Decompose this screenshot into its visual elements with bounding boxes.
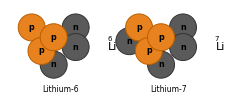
Text: Li: Li [216, 42, 225, 52]
Circle shape [148, 51, 174, 78]
Circle shape [18, 14, 45, 41]
Text: n: n [158, 60, 164, 69]
Text: Li: Li [108, 42, 118, 52]
Text: n: n [73, 23, 79, 32]
Text: p: p [51, 33, 57, 42]
Text: 7: 7 [215, 36, 219, 42]
Text: Lithium-6: Lithium-6 [43, 85, 79, 94]
Circle shape [40, 24, 67, 51]
Circle shape [148, 24, 174, 51]
Circle shape [116, 28, 143, 55]
Text: p: p [146, 46, 152, 55]
Text: 6: 6 [107, 36, 112, 42]
Circle shape [40, 51, 67, 78]
Text: p: p [158, 33, 164, 42]
Text: n: n [51, 60, 57, 69]
Circle shape [170, 34, 196, 61]
Circle shape [62, 34, 89, 61]
Text: n: n [73, 43, 79, 52]
Circle shape [28, 37, 55, 64]
Circle shape [126, 14, 152, 41]
Text: n: n [180, 23, 186, 32]
Text: p: p [39, 46, 44, 55]
Text: n: n [126, 37, 132, 46]
Text: Lithium-7: Lithium-7 [150, 85, 187, 94]
Circle shape [135, 37, 162, 64]
Text: n: n [180, 43, 186, 52]
Circle shape [170, 14, 196, 41]
Circle shape [62, 14, 89, 41]
Text: p: p [136, 23, 142, 32]
Text: p: p [29, 23, 35, 32]
